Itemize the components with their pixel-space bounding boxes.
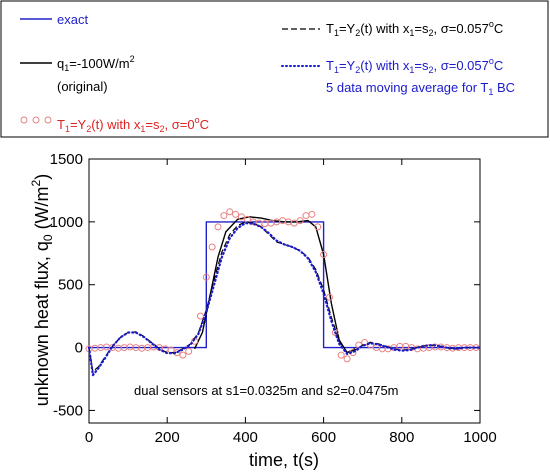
data-point	[290, 219, 298, 227]
y-tick-label: 0	[75, 340, 83, 357]
y-axis-label: unknown heat flux, q0 (W/m2)	[29, 174, 55, 406]
legend-frame	[0, 0, 549, 138]
series-layer	[85, 208, 482, 377]
x-tick-label: 400	[233, 429, 258, 446]
y-tick-label: 1500	[50, 151, 83, 168]
data-point	[325, 293, 333, 301]
series-q1-100w-m2-original	[193, 216, 356, 354]
data-point	[208, 243, 216, 251]
data-point	[220, 212, 228, 220]
x-tick-label: 600	[311, 429, 336, 446]
legend-label-moving-avg-sub: 5 data moving average for T1 BC	[326, 80, 515, 97]
data-point	[179, 351, 187, 359]
data-point	[226, 208, 234, 216]
data-point	[214, 223, 222, 231]
x-axis-label: time, t(s)	[249, 450, 319, 470]
data-point	[196, 312, 204, 320]
legend: exact q1=-100W/m2 (original) T1=Y2(t) wi…	[0, 0, 549, 138]
series-t1-y2-t-with-x1-s2-0-057-c-5-data-moving-average-for-t1-bc	[87, 222, 482, 377]
x-tick-label: 800	[389, 429, 414, 446]
data-point	[320, 251, 328, 259]
legend-label-sigma0: T1=Y2(t) with x1=s2, σ=0oC	[57, 115, 209, 134]
data-point	[314, 223, 322, 231]
plot-frame	[88, 158, 481, 424]
x-tick-label: 200	[155, 429, 180, 446]
legend-label-sigma057: T1=Y2(t) with x1=s2, σ=0.057oC	[326, 19, 503, 38]
legend-swatch-sigma0	[20, 116, 52, 124]
legend-label-exact: exact	[57, 12, 88, 27]
y-tick-label: -500	[53, 402, 83, 419]
y-tick-label: 500	[58, 277, 83, 294]
data-point	[343, 355, 351, 363]
x-tick-label: 0	[85, 429, 93, 446]
data-point	[237, 213, 245, 221]
legend-label-moving-avg: T1=Y2(t) with x1=s2, σ=0.057oC	[326, 56, 503, 75]
data-point	[308, 210, 316, 218]
annotation: dual sensors at s1=0.0325m and s2=0.0475…	[134, 383, 399, 398]
data-point	[202, 273, 210, 281]
x-tick-label: 1000	[463, 429, 496, 446]
data-point	[296, 217, 304, 225]
legend-label-original: q1=-100W/m2	[57, 54, 135, 73]
data-point	[337, 351, 345, 359]
data-point	[232, 210, 240, 218]
series-exact	[89, 221, 480, 349]
legend-label-original-sub: (original)	[57, 79, 108, 94]
y-tick-label: 1000	[50, 214, 83, 231]
data-point	[185, 347, 193, 355]
